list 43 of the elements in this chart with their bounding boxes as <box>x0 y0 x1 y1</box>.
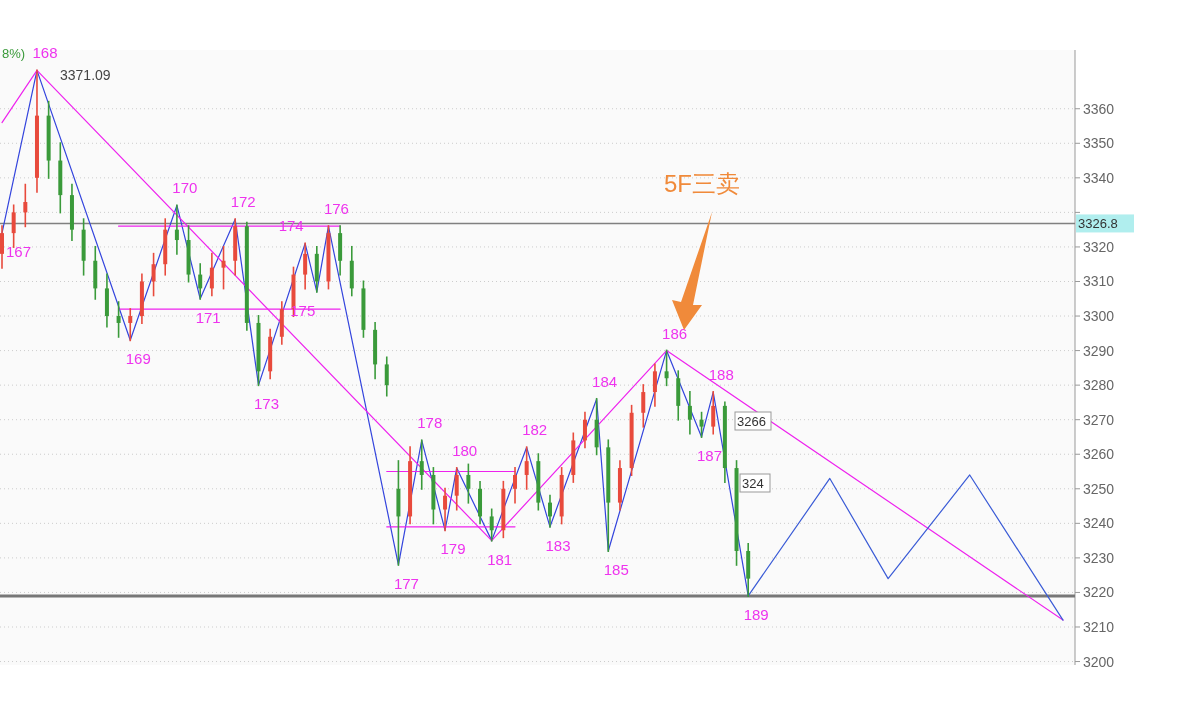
annotation: 177 <box>393 574 419 592</box>
annotation: 169 <box>125 350 151 368</box>
y-tick-label: 3350 <box>1083 135 1115 152</box>
y-tick-label: 3210 <box>1083 618 1115 635</box>
y-tick-label: 3260 <box>1083 446 1115 463</box>
annotation: 179 <box>440 540 466 558</box>
y-tick-label: 3300 <box>1083 308 1115 325</box>
annotation: 170 <box>172 179 198 197</box>
y-tick-label: 3240 <box>1083 515 1115 532</box>
y-tick-label: 3250 <box>1083 480 1115 497</box>
annotation: 3371.09 <box>60 67 111 83</box>
annotation: 182 <box>522 421 548 439</box>
annotation: 171 <box>195 308 221 326</box>
y-tick-label: 3200 <box>1083 653 1115 670</box>
y-tick-label: 3280 <box>1083 377 1115 394</box>
y-tick-label: 3340 <box>1083 169 1115 186</box>
y-tick-label: 3320 <box>1083 238 1115 255</box>
annotation: 324 <box>742 476 764 491</box>
annotation: 183 <box>545 536 571 554</box>
annotation: 186 <box>662 324 688 342</box>
annotation: 173 <box>253 395 280 413</box>
annotation: 189 <box>743 605 769 623</box>
annotation: 3266 <box>737 414 766 429</box>
annotation: 180 <box>452 442 478 460</box>
annotation: 5F三卖 <box>664 170 741 197</box>
y-tick-label: 3360 <box>1083 100 1115 117</box>
annotation: 167 <box>6 243 32 261</box>
y-tick-label: 3230 <box>1083 549 1115 566</box>
y-tick-label: 3310 <box>1083 273 1115 290</box>
y-tick-label: 3290 <box>1083 342 1115 359</box>
annotation: 172 <box>230 193 256 211</box>
annotation: 187 <box>697 446 723 464</box>
ref-line-label: 3326.8 <box>1078 216 1118 232</box>
annotation: 188 <box>708 366 734 384</box>
annotation: 184 <box>592 372 618 390</box>
annotation: 176 <box>323 200 349 218</box>
annotation: 181 <box>487 550 513 568</box>
y-tick-label: 3270 <box>1083 411 1115 428</box>
annotation: 178 <box>417 414 443 432</box>
annotation: 168 <box>32 44 58 62</box>
annotation: 8%) <box>2 46 26 61</box>
annotation: 185 <box>603 560 629 578</box>
y-tick-label: 3220 <box>1083 584 1115 601</box>
